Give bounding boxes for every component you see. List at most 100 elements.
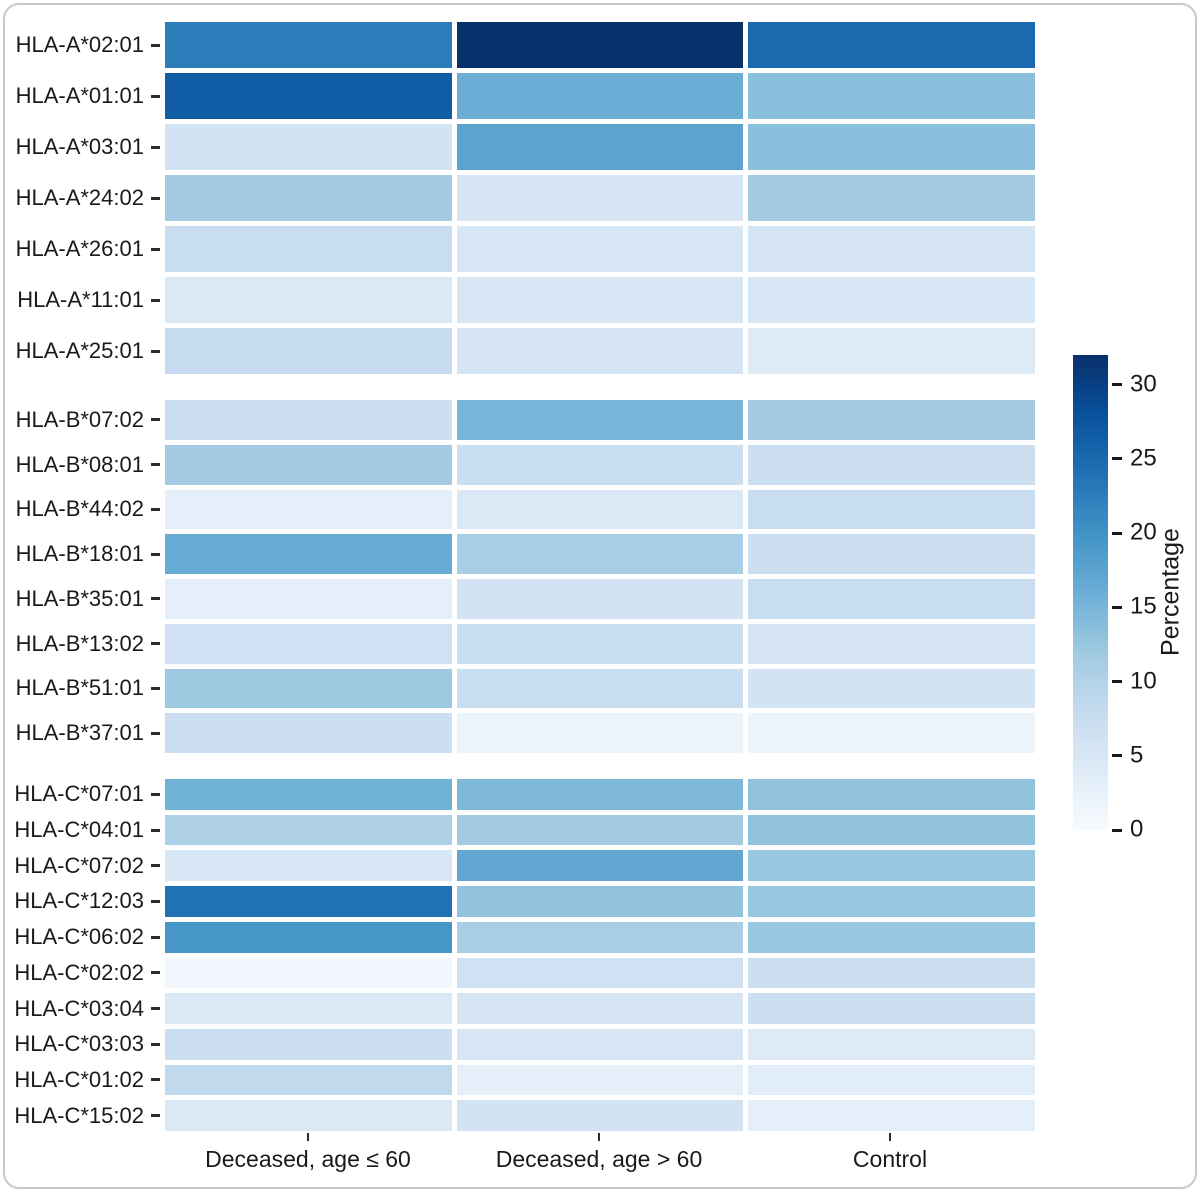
y-axis-label: HLA-C*15:02 [0,1100,165,1131]
colorbar-tick [1112,457,1122,461]
heatmap-row: HLA-C*06:02 [0,921,1036,953]
heatmap-row: HLA-B*08:01 [0,444,1036,485]
heatmap-row: HLA-B*44:02 [0,489,1036,530]
heatmap-row: HLA-C*02:02 [0,957,1036,989]
y-axis-label: HLA-B*37:01 [0,713,165,753]
y-axis-tick [151,899,160,903]
heatmap-row: HLA-C*01:02 [0,1064,1036,1096]
y-axis-label: HLA-C*03:03 [0,1029,165,1060]
heatmap-row: HLA-B*35:01 [0,579,1036,619]
y-axis-label: HLA-B*08:01 [0,445,165,485]
heatmap-cell [748,623,1036,664]
heatmap-cell [748,1064,1036,1096]
y-axis-tick [151,247,160,251]
heatmap-cell [748,22,1036,68]
y-axis-tick [151,145,160,149]
heatmap-cell [456,22,744,68]
y-axis-tick [151,1007,160,1011]
heatmap-row-cells [165,579,1036,619]
heatmap-row-cells [165,400,1036,440]
colorbar-tick-label: 5 [1130,741,1144,769]
heatmap-cell [748,175,1036,221]
heatmap-cell [748,489,1036,530]
heatmap-row-cells [165,779,1036,810]
y-axis-label-text: HLA-C*03:03 [14,1031,144,1057]
y-axis-tick [151,507,160,511]
y-axis-tick [151,349,160,353]
y-axis-label: HLA-C*01:02 [0,1065,165,1096]
heatmap-row: HLA-B*37:01 [0,713,1036,753]
heatmap-row: HLA-A*01:01 [0,73,1036,119]
y-axis-label-text: HLA-A*02:01 [15,32,144,57]
heatmap-cell [456,668,744,709]
heatmap-row-cells [165,921,1036,953]
heatmap-row: HLA-B*51:01 [0,668,1036,709]
heatmap-cell [165,579,452,619]
y-axis-label-text: HLA-B*07:02 [15,406,144,432]
heatmap-cell [456,175,744,221]
colorbar-tick [1112,680,1122,684]
heatmap-cell [456,814,744,846]
y-axis-label: HLA-B*44:02 [0,490,165,530]
heatmap-row: HLA-A*02:01 [0,22,1036,68]
heatmap-row-cells [165,73,1036,119]
colorbar-tick [1112,605,1122,609]
y-axis-label: HLA-C*03:04 [0,993,165,1024]
y-axis-label: HLA-C*06:02 [0,922,165,953]
heatmap-cell [456,921,744,953]
colorbar-tick [1112,383,1122,387]
y-axis-tick [151,94,160,98]
heatmap-cell [165,22,452,68]
heatmap-cell [748,921,1036,953]
heatmap-cell [456,277,744,323]
heatmap-cell [165,328,452,374]
y-axis-label-text: HLA-B*18:01 [15,541,144,567]
heatmap-row-cells [165,226,1036,272]
heatmap-row-cells [165,534,1036,574]
heatmap-cell [456,73,744,119]
heatmap-cell [165,668,452,709]
heatmap-cell [165,814,452,846]
colorbar-gradient [1073,355,1108,830]
heatmap-cell [165,124,452,170]
y-axis-label-text: HLA-B*13:02 [15,630,144,656]
y-axis-label-text: HLA-A*11:01 [17,287,144,312]
heatmap-cell [165,1100,452,1132]
colorbar-tick-label: 30 [1130,370,1157,398]
heatmap-cell [165,444,452,485]
heatmap-cell [456,328,744,374]
heatmap-row-cells [165,993,1036,1024]
heatmap-row: HLA-B*07:02 [0,400,1036,440]
heatmap-cell [748,277,1036,323]
y-axis-tick [151,792,160,796]
heatmap-cell [748,73,1036,119]
heatmap-cell [165,534,452,574]
heatmap-cell [456,1064,744,1096]
heatmap-cell [748,400,1036,440]
y-axis-label-text: HLA-A*25:01 [15,338,144,363]
heatmap-row: HLA-A*03:01 [0,124,1036,170]
y-axis-label-text: HLA-A*24:02 [15,185,144,210]
heatmap-cell [165,886,452,917]
y-axis-tick [151,828,160,832]
heatmap-row-cells [165,957,1036,989]
colorbar-tick-label: 10 [1130,667,1157,695]
heatmap-row: HLA-A*24:02 [0,175,1036,221]
y-axis-label-text: HLA-C*02:02 [14,959,144,985]
heatmap-row-cells [165,22,1036,68]
heatmap-cell [165,779,452,810]
heatmap-cell [748,668,1036,709]
heatmap-row-cells [165,1028,1036,1060]
y-axis-label-text: HLA-B*44:02 [15,496,144,522]
heatmap-cell [165,226,452,272]
y-axis-tick [151,196,160,200]
y-axis-label: HLA-B*13:02 [0,624,165,664]
heatmap-row: HLA-A*11:01 [0,277,1036,323]
y-axis-tick [151,935,160,939]
y-axis-label-text: HLA-A*26:01 [15,236,144,261]
y-axis-tick [151,1042,160,1046]
heatmap-cell [456,713,744,753]
heatmap-cell [748,713,1036,753]
facet-hla-b: HLA-B*07:02 HLA-B*08:01 HLA-B*44:02 HLA-B*1… [0,400,1036,753]
heatmap-cell [456,1100,744,1132]
